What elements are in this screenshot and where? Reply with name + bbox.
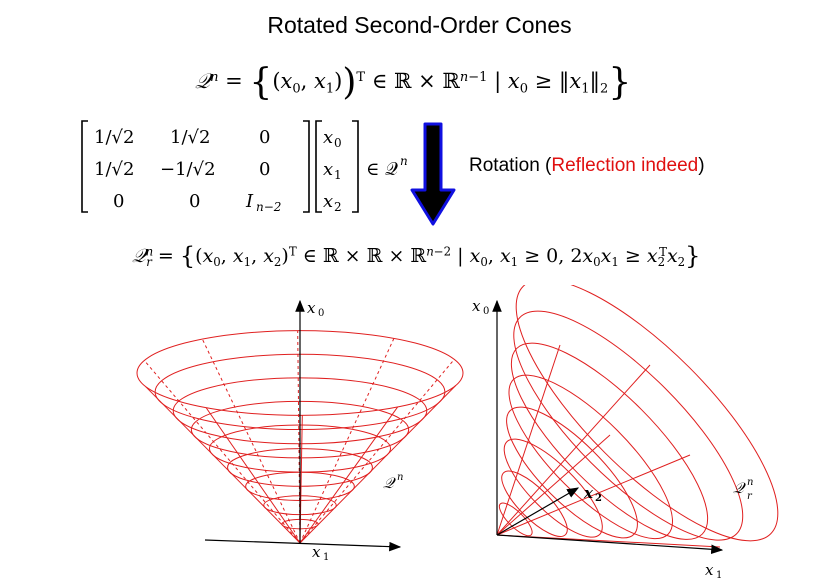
cones-illustration: x 0 x 1 𝒬 n x 0 x 2 x 1 𝒬 n r bbox=[0, 285, 839, 585]
svg-text:n: n bbox=[397, 472, 403, 483]
axis-label-x0-rotated: x bbox=[472, 297, 481, 315]
matrix-cell: 0 bbox=[259, 127, 270, 148]
x1-axis-rotated bbox=[497, 535, 722, 550]
svg-text:0: 0 bbox=[483, 306, 489, 317]
cone-definition-equation: 𝒬n = {(x0, x1))T ∈ ℝ × ℝn−1 | x0 ≥ ‖x1‖2… bbox=[195, 62, 631, 103]
rotated-cone-ring bbox=[487, 353, 695, 561]
matrix-cell: 0 bbox=[113, 191, 124, 212]
axis-label-x1-rotated: x bbox=[705, 561, 714, 579]
vector-entry: x bbox=[323, 159, 333, 180]
page-title: Rotated Second-Order Cones bbox=[0, 12, 839, 39]
cone-generator-line bbox=[300, 338, 394, 543]
rotated-cone-definition-equation: 𝒬nr = {(x0, x1, x2)T ∈ ℝ × ℝ × ℝn−2 | x0… bbox=[132, 242, 700, 270]
svg-text:r: r bbox=[747, 491, 753, 502]
vector-subscript: 1 bbox=[334, 168, 342, 182]
x2-axis-rotated bbox=[497, 488, 578, 535]
vector-entry: x bbox=[323, 127, 333, 148]
vector-subscript: 2 bbox=[334, 200, 342, 214]
rotated-cone-ring bbox=[483, 285, 774, 571]
rotated-cone-generator-line bbox=[497, 455, 690, 535]
svg-text:0: 0 bbox=[318, 308, 324, 319]
vector-subscript: 0 bbox=[334, 136, 342, 150]
reflection-note: Reflection indeed bbox=[551, 155, 698, 176]
rotated-cone bbox=[481, 285, 813, 576]
matrix-cell: 0 bbox=[189, 191, 200, 212]
matrix-cell: 0 bbox=[259, 159, 270, 180]
cone-generator-line bbox=[300, 359, 454, 543]
rotation-matrix-expression: 1/√2 1/√2 0 1/√2 −1/√2 0 0 0 I n−2 x 0 x… bbox=[78, 118, 408, 218]
matrix-cell: −1/√2 bbox=[160, 159, 216, 180]
svg-text:1: 1 bbox=[716, 570, 722, 581]
axis-label-x0: x bbox=[307, 299, 316, 317]
rotated-cone-generator-line bbox=[497, 365, 650, 535]
cone-generator-line bbox=[144, 360, 300, 543]
membership-superscript: n bbox=[400, 154, 408, 168]
svg-text:2: 2 bbox=[595, 493, 602, 504]
cone-generator-line bbox=[300, 386, 456, 543]
rotated-cone-ring bbox=[485, 317, 734, 566]
matrix-cell: 1/√2 bbox=[170, 127, 210, 148]
matrix-cell: 1/√2 bbox=[94, 127, 134, 148]
cone-label-qr: 𝒬 bbox=[733, 479, 746, 497]
axis-label-x1: x bbox=[312, 543, 321, 561]
svg-text:n: n bbox=[747, 477, 753, 488]
cone-label-q: 𝒬 bbox=[383, 474, 396, 492]
matrix-identity: I bbox=[245, 191, 254, 212]
svg-text:1: 1 bbox=[323, 552, 329, 563]
matrix-cell: 1/√2 bbox=[94, 159, 134, 180]
down-arrow-icon bbox=[408, 120, 458, 230]
matrix-identity-subscript: n−2 bbox=[256, 200, 281, 214]
rotation-label: Rotation (Reflection indeed) bbox=[469, 155, 705, 177]
axis-label-x2-rotated: x bbox=[583, 484, 594, 502]
rotated-cone-ring bbox=[481, 285, 813, 576]
membership-symbol: ∈ 𝒬 bbox=[366, 159, 398, 180]
vector-entry: x bbox=[323, 191, 333, 212]
